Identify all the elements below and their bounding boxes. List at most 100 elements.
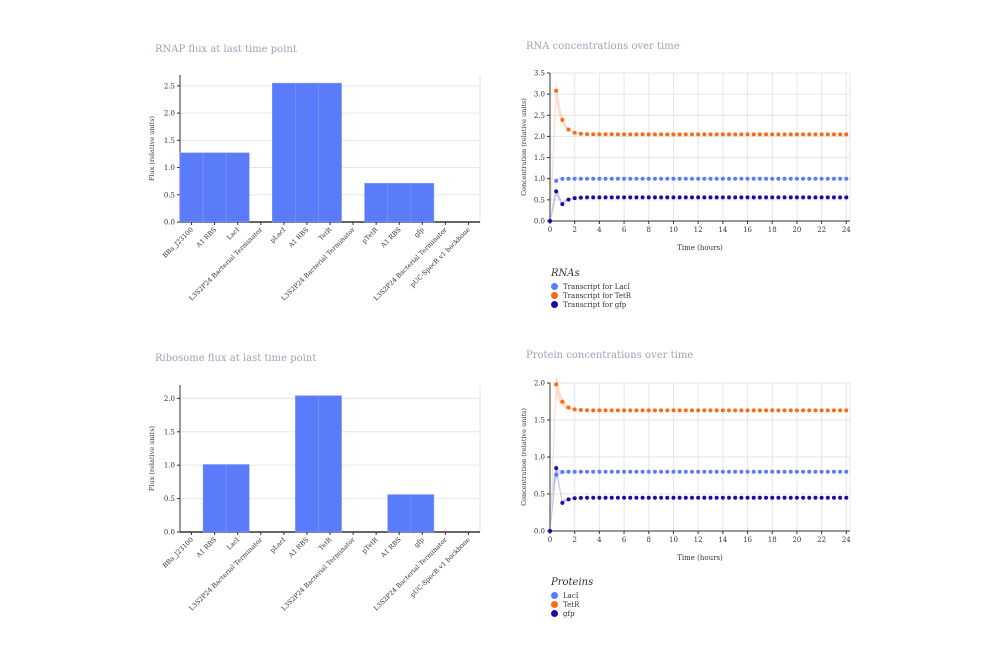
- x-tick-label: A1 RBS: [286, 226, 310, 250]
- data-point: [683, 195, 688, 200]
- data-point: [764, 195, 769, 200]
- data-point: [572, 496, 577, 501]
- data-point: [757, 132, 762, 137]
- rna-chart-title: RNA concentrations over time: [526, 41, 680, 52]
- data-point: [659, 495, 664, 500]
- data-point: [807, 469, 812, 474]
- bar: [410, 494, 435, 533]
- bar: [364, 183, 388, 223]
- data-point: [609, 408, 614, 413]
- y-tick-label: 1.5: [534, 154, 545, 162]
- x-tick-label: 12: [694, 226, 703, 234]
- data-point: [652, 176, 657, 181]
- data-point: [628, 176, 633, 181]
- data-point: [659, 195, 664, 200]
- data-point: [782, 176, 787, 181]
- data-point: [634, 495, 639, 500]
- data-point: [634, 408, 639, 413]
- data-point: [714, 176, 719, 181]
- legend-label: TetR: [563, 600, 580, 609]
- data-point: [801, 132, 806, 137]
- legend-item: LacI: [551, 591, 593, 600]
- data-point: [597, 469, 602, 474]
- data-point: [566, 197, 571, 202]
- legend-label: Transcript for LacI: [563, 282, 631, 291]
- data-point: [689, 132, 694, 137]
- legend-item: Transcript for TetR: [551, 291, 631, 300]
- data-point: [714, 408, 719, 413]
- data-point: [764, 469, 769, 474]
- x-tick-label: 16: [743, 536, 752, 544]
- data-point: [603, 195, 608, 200]
- data-point: [671, 469, 676, 474]
- data-point: [560, 202, 565, 207]
- data-point: [807, 408, 812, 413]
- data-point: [794, 176, 799, 181]
- rna-legend: RNAs Transcript for LacI Transcript for …: [551, 268, 631, 309]
- bar: [202, 464, 227, 533]
- data-point: [720, 495, 725, 500]
- data-point: [572, 407, 577, 412]
- y-tick-label: 0.0: [534, 218, 545, 226]
- data-point: [831, 132, 836, 137]
- x-tick-label: 0: [548, 536, 552, 544]
- x-tick-label: A1 RBS: [286, 536, 310, 560]
- data-point: [566, 405, 571, 410]
- data-point: [776, 132, 781, 137]
- data-point: [739, 495, 744, 500]
- data-point: [585, 132, 590, 137]
- data-point: [714, 195, 719, 200]
- data-point: [671, 408, 676, 413]
- data-point: [683, 176, 688, 181]
- y-tick-label: 3.5: [534, 70, 545, 78]
- data-point: [652, 408, 657, 413]
- data-point: [615, 408, 620, 413]
- x-tick-label: gfp: [412, 536, 425, 549]
- legend-marker-icon: [551, 601, 558, 608]
- data-point: [714, 495, 719, 500]
- bar: [387, 183, 412, 223]
- data-point: [764, 495, 769, 500]
- data-point: [689, 408, 694, 413]
- data-point: [825, 176, 830, 181]
- data-point: [622, 495, 627, 500]
- data-point: [591, 195, 596, 200]
- data-point: [683, 132, 688, 137]
- data-point: [807, 176, 812, 181]
- data-point: [739, 408, 744, 413]
- data-point: [720, 132, 725, 137]
- x-tick-label: BBa_J23100: [161, 536, 195, 570]
- data-point: [609, 195, 614, 200]
- data-point: [782, 408, 787, 413]
- bar: [387, 494, 412, 533]
- data-point: [566, 469, 571, 474]
- data-point: [844, 408, 849, 413]
- data-point: [560, 176, 565, 181]
- data-point: [727, 495, 732, 500]
- data-point: [677, 195, 682, 200]
- data-point: [659, 132, 664, 137]
- data-point: [554, 382, 559, 387]
- data-point: [714, 469, 719, 474]
- data-point: [819, 469, 824, 474]
- data-point: [689, 495, 694, 500]
- data-point: [609, 176, 614, 181]
- data-point: [733, 176, 738, 181]
- data-point: [764, 408, 769, 413]
- data-point: [665, 495, 670, 500]
- data-point: [831, 195, 836, 200]
- data-point: [739, 132, 744, 137]
- x-tick-label: 16: [743, 226, 752, 234]
- x-tick-label: A1 RBS: [194, 536, 218, 560]
- legend-marker-icon: [551, 283, 558, 290]
- data-point: [751, 195, 756, 200]
- data-point: [844, 132, 849, 137]
- data-point: [603, 176, 608, 181]
- y-tick-label: 2.5: [164, 82, 175, 90]
- x-tick-label: pLacI: [268, 225, 287, 244]
- x-tick-label: A1 RBS: [379, 226, 403, 250]
- data-point: [646, 495, 651, 500]
- data-point: [597, 195, 602, 200]
- data-point: [807, 132, 812, 137]
- data-point: [708, 469, 713, 474]
